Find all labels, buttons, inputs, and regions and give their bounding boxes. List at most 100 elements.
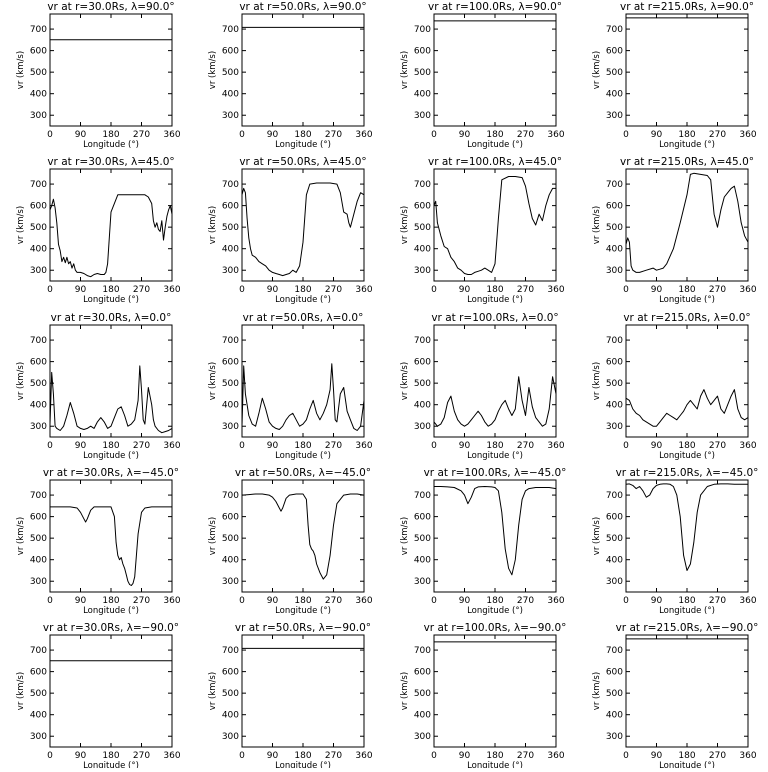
x-tick-label: 180 [294,441,311,451]
x-tick-label: 180 [294,285,311,295]
y-tick-label: 600 [606,202,623,212]
y-tick-label: 700 [414,491,431,501]
x-tick-label: 360 [355,751,372,761]
x-axis-label: Longitude (°) [467,606,523,616]
y-tick-label: 300 [222,732,239,742]
chart-panel-12: vr at r=215.0Rs, λ=0.0° 0 90 180 270 360 300 40… [592,312,757,461]
x-tick-label: 270 [709,285,726,295]
y-tick-label: 500 [606,379,623,389]
y-axis-label: vr (km/s) [16,517,26,555]
y-tick-label: 500 [414,68,431,78]
y-axis-label: vr (km/s) [208,517,218,555]
chart-title: vr at r=100.0Rs, λ=0.0° [431,312,558,324]
x-tick-label: 0 [623,596,629,606]
y-tick-label: 500 [30,223,47,233]
chart-title: vr at r=30.0Rs, λ=0.0° [51,312,172,324]
x-tick-label: 0 [431,596,437,606]
series-line [625,172,749,273]
x-tick-label: 360 [547,285,564,295]
x-tick-label: 360 [355,596,372,606]
y-tick-label: 400 [414,401,431,411]
x-tick-label: 360 [739,285,756,295]
plot-frame [49,479,173,593]
chart-panel-19: vr at r=100.0Rs, λ=−90.0° 0 90 180 270 360 300… [400,622,566,771]
plot-frame [433,13,557,127]
y-tick-label: 600 [606,47,623,57]
chart-title: vr at r=50.0Rs, λ=−45.0° [235,467,371,479]
chart-title: vr at r=215.0Rs, λ=−45.0° [616,467,759,479]
plot-frame [241,634,365,748]
y-tick-label: 700 [30,491,47,501]
y-tick-label: 400 [414,556,431,566]
chart-panel-13: vr at r=30.0Rs, λ=−45.0° 0 90 180 270 360 300 4… [16,467,181,616]
x-tick-label: 90 [651,751,663,761]
y-tick-label: 400 [30,556,47,566]
y-tick-label: 400 [222,245,239,255]
y-tick-label: 400 [30,711,47,721]
x-tick-label: 270 [709,596,726,606]
y-tick-label: 600 [414,202,431,212]
x-tick-label: 360 [355,285,372,295]
y-axis-label: vr (km/s) [592,672,602,710]
x-tick-label: 180 [678,596,695,606]
y-axis-label: vr (km/s) [400,362,410,400]
y-tick-label: 700 [606,646,623,656]
y-tick-label: 400 [606,401,623,411]
y-tick-label: 300 [606,422,623,432]
x-tick-label: 180 [678,441,695,451]
x-tick-label: 90 [459,441,471,451]
y-axis-label: vr (km/s) [400,206,410,244]
x-tick-label: 360 [355,441,372,451]
x-axis-label: Longitude (°) [467,295,523,305]
x-tick-label: 0 [239,285,245,295]
plot-frame [433,634,557,748]
x-tick-label: 360 [163,130,180,140]
y-tick-label: 600 [222,358,239,368]
y-axis-label: vr (km/s) [400,517,410,555]
y-tick-label: 300 [606,266,623,276]
y-tick-label: 300 [414,266,431,276]
y-tick-label: 700 [222,491,239,501]
y-tick-label: 400 [606,245,623,255]
x-tick-label: 360 [163,285,180,295]
chart-title: vr at r=30.0Rs, λ=45.0° [47,156,174,168]
x-tick-label: 270 [709,751,726,761]
y-axis-label: vr (km/s) [16,206,26,244]
x-tick-label: 360 [547,441,564,451]
x-tick-label: 270 [325,130,342,140]
x-tick-label: 360 [547,751,564,761]
chart-panel-8: vr at r=215.0Rs, λ=45.0° 0 90 180 270 360 300 4… [592,156,757,305]
x-tick-label: 180 [486,751,503,761]
x-axis-label: Longitude (°) [275,295,331,305]
y-tick-label: 300 [222,422,239,432]
x-tick-label: 90 [75,441,87,451]
x-tick-label: 270 [325,596,342,606]
chart-title: vr at r=100.0Rs, λ=90.0° [428,1,562,13]
y-tick-label: 300 [222,111,239,121]
x-tick-label: 90 [459,596,471,606]
x-axis-label: Longitude (°) [275,606,331,616]
y-tick-label: 700 [222,646,239,656]
x-axis-label: Longitude (°) [83,295,139,305]
x-tick-label: 270 [133,130,150,140]
x-tick-label: 180 [102,751,119,761]
y-tick-label: 400 [222,90,239,100]
chart-title: vr at r=215.0Rs, λ=45.0° [620,156,754,168]
x-axis-label: Longitude (°) [83,140,139,150]
x-tick-label: 180 [678,130,695,140]
y-tick-label: 400 [606,711,623,721]
x-tick-label: 90 [75,751,87,761]
y-tick-label: 400 [222,556,239,566]
plot-frame [241,168,365,282]
x-tick-label: 360 [547,596,564,606]
series-line [433,376,557,427]
x-tick-label: 270 [133,441,150,451]
y-tick-label: 500 [222,223,239,233]
y-tick-label: 300 [414,422,431,432]
y-tick-label: 700 [30,25,47,35]
x-tick-label: 180 [486,441,503,451]
x-axis-label: Longitude (°) [83,761,139,768]
y-tick-label: 500 [222,534,239,544]
series-line [241,182,365,277]
y-tick-label: 700 [30,180,47,190]
